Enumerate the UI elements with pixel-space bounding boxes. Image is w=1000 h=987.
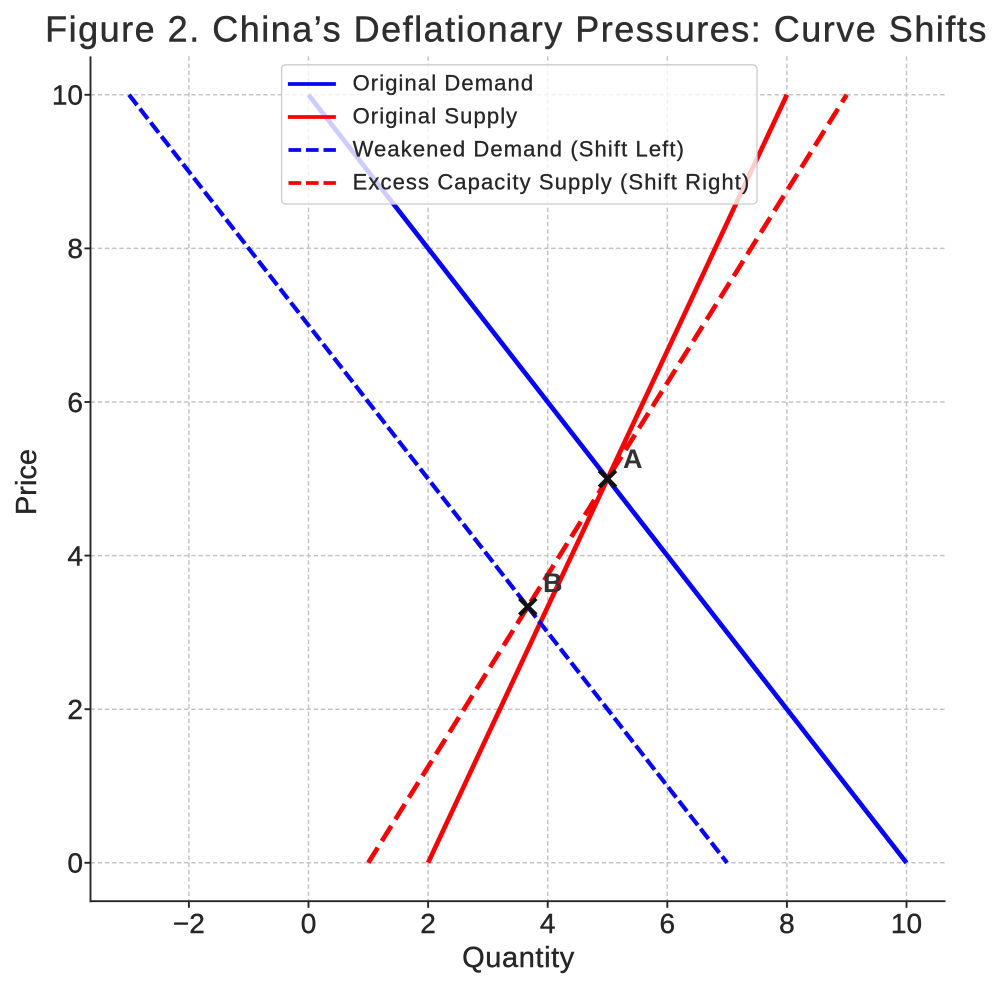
svg-text:8: 8 bbox=[67, 233, 83, 264]
svg-text:10: 10 bbox=[52, 80, 83, 111]
svg-text:8: 8 bbox=[779, 908, 795, 939]
svg-text:6: 6 bbox=[660, 908, 676, 939]
svg-text:2: 2 bbox=[420, 908, 436, 939]
svg-text:Original Supply: Original Supply bbox=[353, 104, 519, 129]
svg-text:6: 6 bbox=[67, 387, 83, 418]
svg-text:Price: Price bbox=[11, 449, 43, 515]
svg-text:0: 0 bbox=[67, 848, 83, 879]
svg-text:Excess Capacity Supply (Shift: Excess Capacity Supply (Shift Right) bbox=[353, 170, 751, 195]
svg-text:4: 4 bbox=[67, 540, 83, 571]
svg-text:Quantity: Quantity bbox=[462, 942, 575, 974]
svg-text:4: 4 bbox=[540, 908, 556, 939]
svg-text:Original Demand: Original Demand bbox=[353, 71, 535, 96]
svg-text:Figure 2. China’s Deflationary: Figure 2. China’s Deflationary Pressures… bbox=[45, 9, 988, 50]
svg-text:10: 10 bbox=[891, 908, 922, 939]
svg-text:A: A bbox=[623, 444, 643, 474]
svg-text:B: B bbox=[543, 568, 563, 598]
svg-text:2: 2 bbox=[67, 694, 83, 725]
svg-text:Weakened Demand (Shift Left): Weakened Demand (Shift Left) bbox=[353, 137, 685, 162]
svg-text:−2: −2 bbox=[173, 908, 205, 939]
svg-text:0: 0 bbox=[301, 908, 317, 939]
